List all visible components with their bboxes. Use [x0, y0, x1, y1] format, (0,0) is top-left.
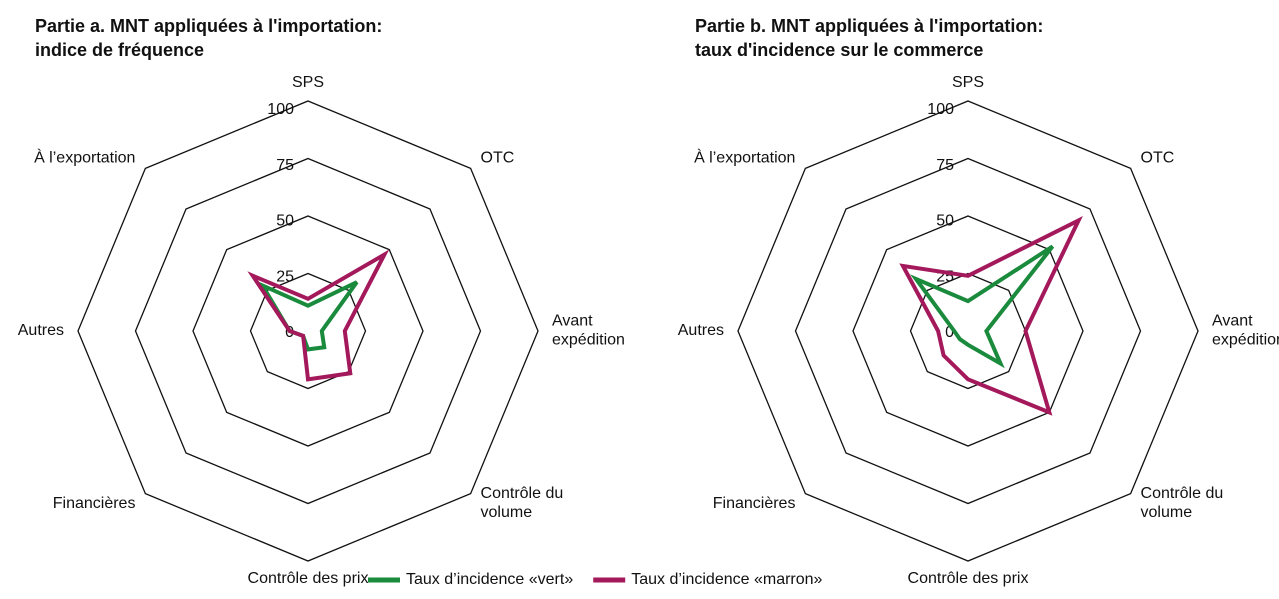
tick-label: 100: [927, 101, 954, 118]
radar-series: [257, 280, 359, 352]
axis-label: Avant expédition: [1212, 313, 1279, 349]
axis-label: SPS: [292, 74, 324, 91]
grid-ring: [192, 215, 424, 447]
radar-series: [247, 249, 390, 382]
grid-ring: [852, 215, 1084, 447]
tick-label: 0: [945, 324, 954, 341]
chart-title: Partie a. MNT appliquées à l'importation…: [35, 16, 382, 36]
grid-ring: [737, 100, 1199, 562]
legend-label: Taux d’incidence «vert»: [406, 571, 573, 588]
axis-label: OTC: [1141, 150, 1175, 167]
grid-ring: [909, 272, 1027, 390]
tick-label: 50: [936, 213, 954, 230]
grid-ring: [77, 100, 539, 562]
grid-ring: [249, 272, 367, 390]
legend-label: Taux d’incidence «marron»: [631, 571, 822, 588]
tick-label: 25: [276, 268, 294, 285]
tick-label: 75: [936, 157, 954, 174]
axis-label: Contrôle des prix: [248, 570, 369, 587]
chart-subtitle: indice de fréquence: [35, 40, 204, 60]
axis-label: Contrôle des prix: [908, 570, 1029, 587]
radar-series: [910, 244, 1055, 369]
grid-ring: [794, 157, 1142, 505]
radar-series: [899, 216, 1083, 416]
axis-label: OTC: [481, 150, 515, 167]
axis-label: À l’exportation: [34, 148, 135, 167]
axis-label: Autres: [18, 322, 64, 339]
grid-ring: [134, 157, 482, 505]
tick-label: 50: [276, 213, 294, 230]
axis-label: Avant expédition: [552, 313, 625, 349]
axis-label: Autres: [678, 322, 724, 339]
chart-subtitle: taux d'incidence sur le commerce: [695, 40, 983, 60]
axis-label: À l’exportation: [694, 148, 795, 167]
axis-label: Contrôle du volume: [1141, 485, 1224, 521]
axis-label: Financières: [53, 495, 136, 512]
tick-label: 100: [267, 101, 294, 118]
tick-label: 75: [276, 157, 294, 174]
axis-label: Financières: [713, 495, 796, 512]
axis-label: Contrôle du volume: [481, 485, 564, 521]
chart-title: Partie b. MNT appliquées à l'importation…: [695, 16, 1043, 36]
axis-label: SPS: [952, 74, 984, 91]
